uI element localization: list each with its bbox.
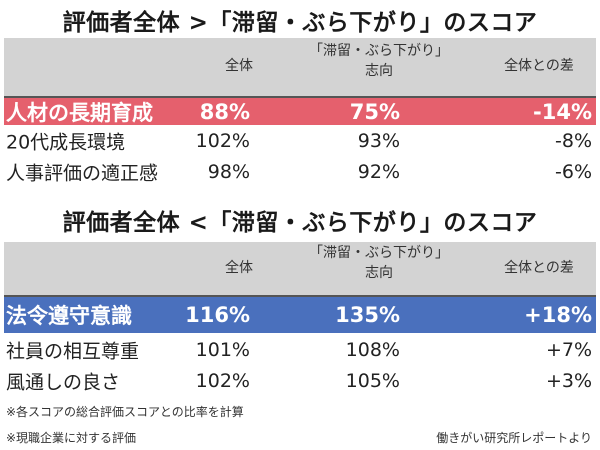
row-label: 人事評価の適正感 <box>6 162 159 185</box>
table-1-header: 全体 「滞留・ぶら下がり」 志向 全体との差 <box>4 38 596 98</box>
row-label: 風通しの良さ <box>6 371 121 394</box>
header-group-line2: 志向 <box>365 63 393 79</box>
header-overall: 全体 <box>225 58 253 74</box>
header-group-line2: 志向 <box>365 265 393 281</box>
source-credit: 働きがい研究所レポートより <box>436 431 592 445</box>
row-overall: 98% <box>207 161 250 183</box>
footnote-current-employer: ※現職企業に対する評価 <box>6 431 137 445</box>
row-overall: 101% <box>195 339 250 361</box>
row-group: 105% <box>345 370 400 392</box>
row-diff: -14% <box>533 99 592 124</box>
row-diff: +18% <box>524 303 592 327</box>
row-diff: +3% <box>545 370 592 392</box>
row-overall: 88% <box>199 99 250 124</box>
table-1-title: 評価者全体 >「滞留・ぶら下がり」のスコア <box>62 10 538 36</box>
table-2-title: 評価者全体 <「滞留・ぶら下がり」のスコア <box>62 210 538 236</box>
row-group: 93% <box>357 130 400 152</box>
header-diff: 全体との差 <box>504 58 574 74</box>
row-group: 75% <box>349 99 400 124</box>
header-group: 「滞留・ぶら下がり」 志向 <box>294 242 464 282</box>
row-overall: 102% <box>195 370 250 392</box>
table-row-highlight: 人材の長期育成 88% 75% -14% <box>4 98 596 125</box>
footnote-ratio: ※各スコアの総合評価スコアとの比率を計算 <box>6 405 244 419</box>
table-row: 社員の相互尊重 101% 108% +7% <box>4 334 596 366</box>
row-diff: -6% <box>555 161 592 183</box>
header-group-line1: 「滞留・ぶら下がり」 <box>309 245 449 261</box>
row-group: 92% <box>357 161 400 183</box>
row-overall: 116% <box>185 303 250 327</box>
table-2-header: 全体 「滞留・ぶら下がり」 志向 全体との差 <box>4 242 596 297</box>
table-row: 20代成長環境 102% 93% -8% <box>4 125 596 157</box>
header-overall: 全体 <box>225 260 253 276</box>
table-row-highlight: 法令遵守意識 116% 135% +18% <box>4 297 596 333</box>
table-row: 人事評価の適正感 98% 92% -6% <box>4 156 596 188</box>
row-label: 社員の相互尊重 <box>6 340 140 363</box>
header-group: 「滞留・ぶら下がり」 志向 <box>294 40 464 80</box>
row-diff: -8% <box>555 130 592 152</box>
row-label: 人材の長期育成 <box>6 100 153 125</box>
header-diff: 全体との差 <box>504 260 574 276</box>
header-group-line1: 「滞留・ぶら下がり」 <box>309 43 449 59</box>
row-group: 135% <box>335 303 400 327</box>
row-diff: +7% <box>545 339 592 361</box>
row-group: 108% <box>345 339 400 361</box>
row-label: 20代成長環境 <box>6 131 126 154</box>
table-row: 風通しの良さ 102% 105% +3% <box>4 365 596 397</box>
row-overall: 102% <box>195 130 250 152</box>
row-label: 法令遵守意識 <box>6 304 132 328</box>
